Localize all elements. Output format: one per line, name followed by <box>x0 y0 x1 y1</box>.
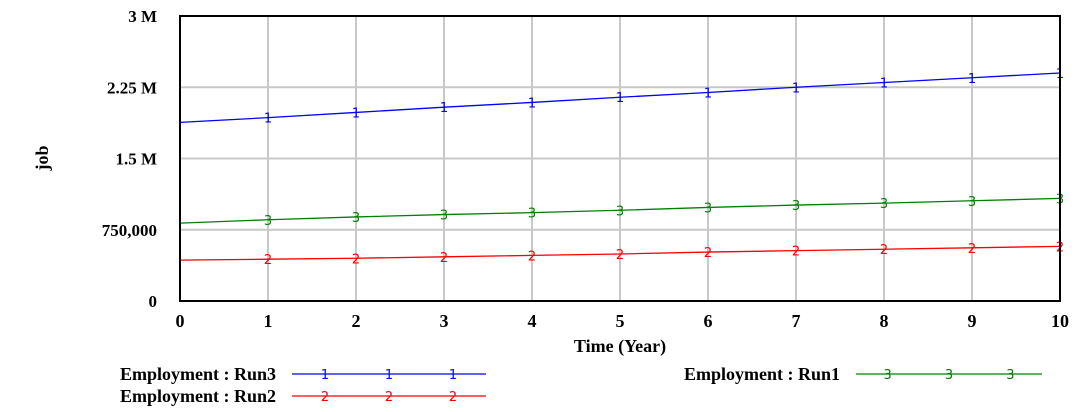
data-point-marker: 1 <box>264 112 272 127</box>
data-point-marker: 1 <box>968 72 976 87</box>
x-tick-label: 3 <box>440 311 449 331</box>
data-point-marker: 2 <box>616 248 624 263</box>
data-point-marker: 1 <box>792 81 800 96</box>
legend-label: Employment : Run3 <box>120 364 276 384</box>
plot-frame <box>179 15 1061 302</box>
data-point-marker: 2 <box>704 246 712 261</box>
x-tick-label: 8 <box>880 311 889 331</box>
x-tick-label: 5 <box>616 311 625 331</box>
series-line <box>179 72 1061 124</box>
y-tick-label: 1.5 M <box>115 150 157 169</box>
series-line <box>179 245 1061 261</box>
data-point-marker: 2 <box>528 249 536 264</box>
data-point-marker: 1 <box>352 106 360 121</box>
data-point-marker: 2 <box>792 245 800 260</box>
y-tick-label: 750,000 <box>102 221 157 240</box>
legend-label: Employment : Run2 <box>120 386 276 406</box>
legend-marker: 3 <box>883 368 891 383</box>
legend-item: Employment : Run2 2 2 2 <box>120 386 486 406</box>
y-axis-title: job <box>32 145 52 171</box>
legend-marker: 1 <box>321 368 329 383</box>
legend-marker: 2 <box>321 390 329 405</box>
series-line <box>179 197 1061 224</box>
data-point-marker: 3 <box>264 214 272 229</box>
data-point-marker: 2 <box>264 253 272 268</box>
legend-item: Employment : Run3 1 1 1 <box>120 364 486 384</box>
y-tick-label: 3 M <box>128 7 157 26</box>
x-tick-label: 0 <box>176 311 185 331</box>
y-tick-label: 0 <box>149 292 158 311</box>
x-tick-label: 4 <box>528 311 537 331</box>
legend-marker: 2 <box>385 390 393 405</box>
data-point-marker: 3 <box>792 199 800 214</box>
data-point-marker: 3 <box>440 209 448 224</box>
y-tick-label: 2.25 M <box>107 78 157 97</box>
x-axis-title: Time (Year) <box>574 336 666 357</box>
data-point-marker: 3 <box>704 201 712 216</box>
x-tick-label: 1 <box>264 311 273 331</box>
data-point-marker: 3 <box>616 204 624 219</box>
x-tick-label: 9 <box>968 311 977 331</box>
data-point-marker: 3 <box>352 211 360 226</box>
legend: Employment : Run3 1 1 1 Employment : Run1 3 3 3… <box>120 364 1042 406</box>
data-point-marker: 2 <box>352 252 360 267</box>
legend-marker: 3 <box>945 368 953 383</box>
legend-marker: 2 <box>449 390 457 405</box>
data-point-marker: 2 <box>968 242 976 257</box>
data-point-marker: 1 <box>616 91 624 106</box>
legend-item: Employment : Run1 3 3 3 <box>684 364 1042 384</box>
data-point-marker: 3 <box>880 197 888 212</box>
legend-marker: 1 <box>385 368 393 383</box>
legend-marker: 1 <box>449 368 457 383</box>
data-point-marker: 2 <box>880 243 888 258</box>
data-point-marker: 3 <box>968 195 976 210</box>
data-point-marker: 1 <box>704 86 712 101</box>
data-point-marker: 1 <box>528 96 536 111</box>
data-point-marker: 2 <box>440 251 448 266</box>
data-point-marker: 1 <box>440 101 448 116</box>
x-tick-label: 10 <box>1051 311 1069 331</box>
data-point-marker: 1 <box>880 77 888 92</box>
x-tick-label: 7 <box>792 311 801 331</box>
x-tick-label: 2 <box>352 311 361 331</box>
x-tick-label: 6 <box>704 311 713 331</box>
legend-label: Employment : Run1 <box>684 364 840 384</box>
legend-marker: 3 <box>1006 368 1014 383</box>
axes: 0 1 2 3 4 5 6 7 8 9 10 0 750,000 1.5 M 2.25 M 3 M <box>102 7 1069 331</box>
data-point-marker: 3 <box>528 207 536 222</box>
